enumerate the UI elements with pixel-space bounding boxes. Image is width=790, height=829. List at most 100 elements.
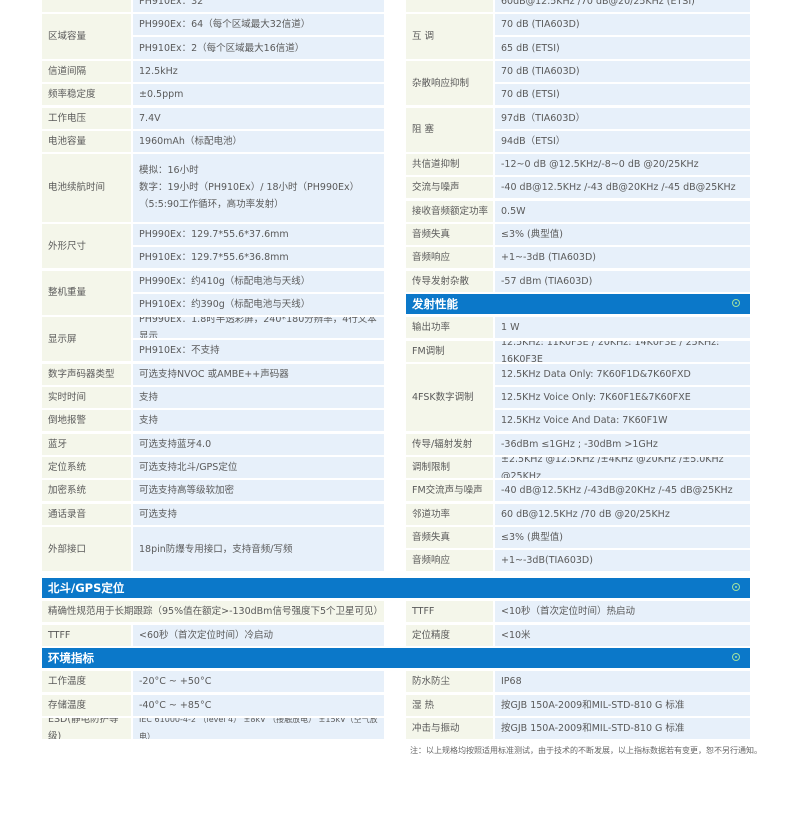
section-header: 北斗/GPS定位: [42, 578, 750, 598]
spec-label: 传导/辐射发射: [406, 433, 493, 455]
spec-value: 可选支持北斗/GPS定位: [133, 457, 384, 478]
spec-value: -40 dB@12.5KHz /-43dB@20KHz /-45 dB@25KH…: [495, 480, 750, 502]
spec-label: 信道间隔: [42, 60, 131, 82]
spec-value: 可选支持: [133, 503, 384, 525]
spec-label: 杂散响应抑制: [406, 60, 493, 106]
spec-label: 加密系统: [42, 480, 131, 502]
spec-label: FM调制: [406, 340, 493, 362]
spec-value: PH910Ex：不支持: [133, 340, 384, 362]
section-title: 北斗/GPS定位: [48, 581, 125, 595]
spec-value: 97dB（TIA603D）: [495, 107, 750, 129]
spec-value: 12.5KHz Data Only: 7K60F1D&7K60FXD: [495, 363, 750, 385]
circle-dot-icon: [732, 298, 740, 307]
section-header: 发射性能: [406, 293, 750, 314]
spec-value: PH910Ex：2（每个区域最大16信道）: [133, 37, 384, 59]
spec-label: 阻 塞: [406, 107, 493, 152]
spec-label: 工作电压: [42, 107, 131, 129]
spec-value: 94dB（ETSI）: [495, 130, 750, 152]
footnote: 注：以上规格均按照适用标准测试，由于技术的不断发展，以上指标数据若有变更，恕不另…: [410, 746, 762, 755]
spec-label: 显示屏: [42, 317, 131, 362]
spec-value: IEC 61000-4-2 （level 4） ±8kV （接触放电） ±15k…: [133, 717, 384, 739]
spec-value: 12.5KHz: 11K0F3E / 20KHz: 14K0F3E / 25KH…: [495, 340, 750, 362]
spec-label: 电池容量: [42, 130, 131, 152]
spec-value: -40°C ~ +85°C: [133, 694, 384, 716]
spec-value: -40 dB@12.5KHz /-43 dB@20KHz /-45 dB@25K…: [495, 177, 750, 199]
spec-label: 传导发射杂散: [406, 270, 493, 292]
spec-label: TTFF: [406, 601, 493, 623]
spec-label: 整机重量: [42, 270, 131, 315]
spec-value: PH990Ex：约410g（标配电池与天线）: [133, 270, 384, 292]
spec-value: 模拟：16小时 数字：19小时（PH910Ex）/ 18小时（PH990Ex） …: [133, 154, 384, 222]
spec-value: 可选支持蓝牙4.0: [133, 433, 384, 455]
spec-label: 共信道抑制: [406, 154, 493, 176]
spec-label: 交流与噪声: [406, 177, 493, 199]
spec-value: IP68: [495, 671, 750, 693]
spec-label: 调制限制: [406, 457, 493, 478]
spec-value: PH910Ex：约390g（标配电池与天线）: [133, 293, 384, 315]
spec-value: -12~0 dB @12.5KHz/-8~0 dB @20/25KHz: [495, 154, 750, 176]
spec-value: 70 dB (TIA603D): [495, 60, 750, 83]
spec-value: 18pin防爆专用接口，支持音频/写频: [133, 526, 384, 572]
spec-value: 可选支持高等级软加密: [133, 480, 384, 502]
spec-value: +1~-3dB(TIA603D): [495, 550, 750, 572]
spec-value: +1~-3dB (TIA603D): [495, 247, 750, 269]
gps-precision-note: 精确性规范用于长期跟踪（95%值在额定>-130dBm信号强度下5个卫星可见）: [42, 601, 384, 623]
spec-value: -36dBm ≤1GHz ; -30dBm >1GHz: [495, 433, 750, 455]
spec-label: 蓝牙: [42, 433, 131, 455]
spec-value: 0.5W: [495, 200, 750, 222]
spec-label: 频率稳定度: [42, 84, 131, 106]
spec-value: PH990Ex：1.8时半透彩屏，240*180分辨率，4行文本显示: [133, 317, 384, 339]
spec-value: ≤3% (典型值): [495, 526, 750, 548]
spec-label: 实时时间: [42, 387, 131, 409]
spec-label: 外部接口: [42, 526, 131, 572]
spec-label: 定位系统: [42, 457, 131, 478]
spec-value: PH910Ex：129.7*55.6*36.8mm: [133, 247, 384, 269]
spec-label: 电池续航时间: [42, 154, 131, 222]
spec-value: 65 dB (ETSI): [495, 37, 750, 59]
spec-value: PH990Ex：64（每个区域最大32信道）: [133, 14, 384, 36]
spec-label: 音频响应: [406, 550, 493, 572]
spec-label: 外形尺寸: [42, 224, 131, 269]
spec-value: 7.4V: [133, 107, 384, 129]
section-title: 发射性能: [412, 296, 458, 311]
spec-label: 邻道功率: [406, 503, 493, 525]
spec-value: 12.5KHz Voice And Data: 7K60F1W: [495, 410, 750, 432]
spec-label: 区域容量: [42, 14, 131, 59]
spec-value: PH990Ex：129.7*55.6*37.6mm: [133, 224, 384, 246]
circle-dot-icon: [732, 583, 740, 591]
section-title: 环境指标: [48, 650, 94, 665]
spec-value: <60秒（首次定位时间）冷启动: [133, 624, 384, 646]
spec-value: ≤3% (典型值): [495, 224, 750, 245]
spec-label: 通话录音: [42, 503, 131, 525]
section-header: 环境指标: [42, 647, 750, 668]
spec-label: 音频响应: [406, 247, 493, 269]
spec-label: FM交流声与噪声: [406, 480, 493, 502]
spec-label: 音频失真: [406, 526, 493, 548]
spec-label: 互 调: [406, 14, 493, 59]
spec-label: TTFF: [42, 624, 131, 646]
spec-value: -20°C ~ +50°C: [133, 671, 384, 693]
spec-value: 70 dB (ETSI): [495, 84, 750, 106]
spec-value: ±2.5KHz @12.5KHz /±4KHz @20KHz /±5.0KHz …: [495, 457, 750, 478]
spec-value: 70 dB (TIA603D): [495, 14, 750, 36]
spec-value: 按GJB 150A-2009和MIL-STD-810 G 标准: [495, 694, 750, 716]
spec-value: <10秒（首次定位时间）热启动: [495, 601, 750, 623]
spec-value: -57 dBm (TIA603D): [495, 270, 750, 292]
spec-value: PH910Ex：32: [133, 0, 384, 12]
spec-label: 倒地报警: [42, 410, 131, 432]
spec-label: 存储温度: [42, 694, 131, 716]
spec-value: 1960mAh（标配电池）: [133, 130, 384, 152]
spec-label: 冲击与振动: [406, 717, 493, 739]
spec-value: 12.5KHz Voice Only: 7K60F1E&7K60FXE: [495, 387, 750, 409]
spec-value: 可选支持NVOC 或AMBE++声码器: [133, 363, 384, 385]
spec-label: 数字声码器类型: [42, 363, 131, 385]
spec-value: 12.5kHz: [133, 60, 384, 82]
spec-label: 定位精度: [406, 624, 493, 646]
spec-label: 音频失真: [406, 224, 493, 245]
spec-label: 湿 热: [406, 694, 493, 716]
spec-label: [42, 0, 131, 12]
spec-value: 60 dB@12.5KHz /70 dB @20/25KHz: [495, 503, 750, 525]
spec-value: 按GJB 150A-2009和MIL-STD-810 G 标准: [495, 717, 750, 739]
spec-value: 支持: [133, 387, 384, 409]
circle-dot-icon: [732, 652, 740, 661]
